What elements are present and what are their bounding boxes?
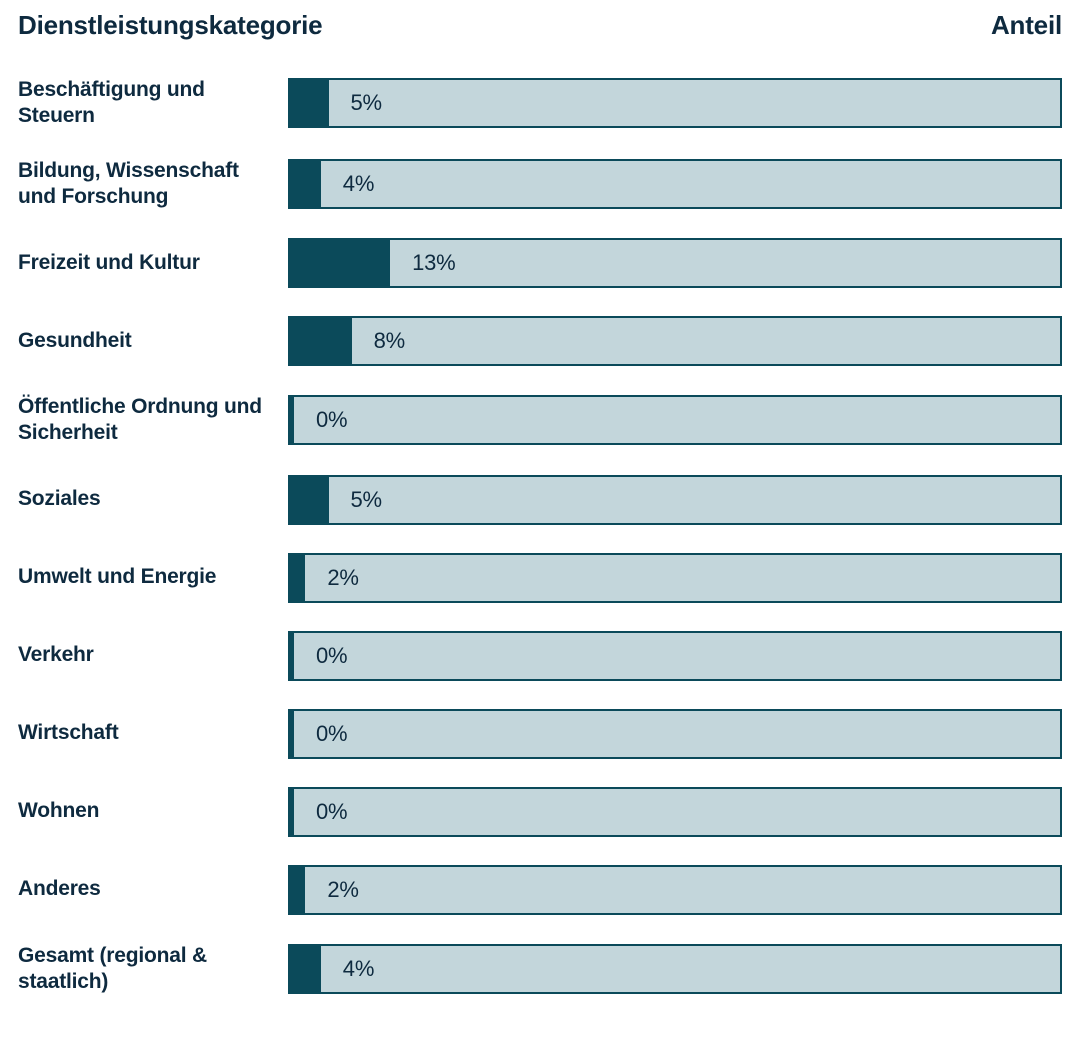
bar-track: 13%: [288, 238, 1062, 288]
chart-row: Gesamt (regional & staatlich) 4%: [18, 943, 1062, 996]
row-label: Soziales: [18, 486, 266, 512]
row-label: Wohnen: [18, 798, 266, 824]
bar-fill: [290, 240, 390, 286]
chart-row: Soziales 5%: [18, 475, 1062, 525]
row-label: Wirtschaft: [18, 720, 266, 746]
row-label: Beschäftigung und Steuern: [18, 77, 266, 130]
bar-value: 0%: [316, 407, 347, 433]
header-right: Anteil: [991, 10, 1062, 41]
bar-fill: [290, 789, 294, 835]
row-label: Gesamt (regional & staatlich): [18, 943, 266, 996]
row-label: Umwelt und Energie: [18, 564, 266, 590]
bar-track: 0%: [288, 395, 1062, 445]
bar-value: 5%: [351, 487, 382, 513]
bar-value: 0%: [316, 799, 347, 825]
bar-value: 13%: [412, 250, 455, 276]
chart-row: Öffentliche Ordnung und Sicherheit 0%: [18, 394, 1062, 447]
chart-rows: Beschäftigung und Steuern 5% Bildung, Wiss…: [18, 77, 1062, 995]
bar-fill: [290, 946, 321, 992]
bar-fill: [290, 477, 329, 523]
bar-value: 0%: [316, 721, 347, 747]
row-label: Öffentliche Ordnung und Sicherheit: [18, 394, 266, 447]
bar-fill: [290, 161, 321, 207]
chart-row: Verkehr 0%: [18, 631, 1062, 681]
row-label: Freizeit und Kultur: [18, 250, 266, 276]
bar-value: 2%: [327, 877, 358, 903]
bar-value: 0%: [316, 643, 347, 669]
bar-value: 2%: [327, 565, 358, 591]
bar-value: 4%: [343, 956, 374, 982]
chart-row: Umwelt und Energie 2%: [18, 553, 1062, 603]
bar-fill: [290, 318, 352, 364]
bar-track: 5%: [288, 475, 1062, 525]
bar-track: 2%: [288, 865, 1062, 915]
bar-value: 5%: [351, 90, 382, 116]
bar-value: 4%: [343, 171, 374, 197]
chart-row: Gesundheit 8%: [18, 316, 1062, 366]
bar-track: 0%: [288, 787, 1062, 837]
chart-header: Dienstleistungskategorie Anteil: [18, 10, 1062, 41]
chart-row: Wohnen 0%: [18, 787, 1062, 837]
bar-track: 4%: [288, 159, 1062, 209]
bar-value: 8%: [374, 328, 405, 354]
bar-fill: [290, 555, 305, 601]
chart-row: Beschäftigung und Steuern 5%: [18, 77, 1062, 130]
row-label: Bildung, Wissenschaft und Forschung: [18, 158, 266, 211]
bar-track: 8%: [288, 316, 1062, 366]
row-label: Anderes: [18, 876, 266, 902]
bar-fill: [290, 633, 294, 679]
bar-track: 5%: [288, 78, 1062, 128]
bar-track: 4%: [288, 944, 1062, 994]
bar-fill: [290, 867, 305, 913]
row-label: Verkehr: [18, 642, 266, 668]
chart-row: Wirtschaft 0%: [18, 709, 1062, 759]
bar-fill: [290, 397, 294, 443]
bar-track: 0%: [288, 709, 1062, 759]
bar-track: 2%: [288, 553, 1062, 603]
chart-row: Freizeit und Kultur 13%: [18, 238, 1062, 288]
bar-fill: [290, 711, 294, 757]
header-left: Dienstleistungskategorie: [18, 10, 322, 41]
chart-row: Bildung, Wissenschaft und Forschung 4%: [18, 158, 1062, 211]
bar-fill: [290, 80, 329, 126]
row-label: Gesundheit: [18, 328, 266, 354]
bar-track: 0%: [288, 631, 1062, 681]
chart-row: Anderes 2%: [18, 865, 1062, 915]
